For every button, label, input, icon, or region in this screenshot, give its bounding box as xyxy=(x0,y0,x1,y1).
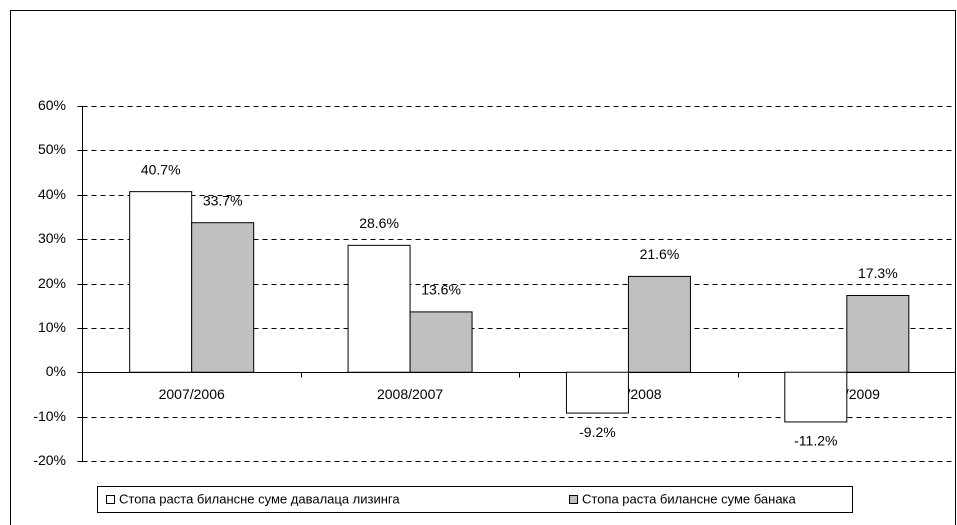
x-tick-label: 2007/2006 xyxy=(159,386,225,402)
legend-box xyxy=(97,486,853,513)
value-label: 17.3% xyxy=(858,265,898,281)
y-tick-label: -20% xyxy=(33,452,66,468)
bar xyxy=(565,371,629,414)
y-tick-label: 0% xyxy=(46,363,66,379)
legend-swatch xyxy=(569,495,578,504)
x-tick-label: 2008/2007 xyxy=(377,386,443,402)
y-tick-label: -10% xyxy=(33,408,66,424)
bar xyxy=(409,311,473,373)
value-label: 33.7% xyxy=(203,192,243,208)
value-label: 40.7% xyxy=(141,161,181,177)
legend-swatch xyxy=(106,495,115,504)
bar xyxy=(347,244,411,373)
bar xyxy=(846,294,910,373)
bar xyxy=(129,191,193,373)
value-label: 28.6% xyxy=(359,215,399,231)
bar xyxy=(191,222,255,373)
bar xyxy=(627,275,691,373)
y-tick-label: 20% xyxy=(38,275,66,291)
legend-label: Стопа раста билансне суме банака xyxy=(582,491,797,506)
y-tick-label: 10% xyxy=(38,319,66,335)
value-label: -11.2% xyxy=(794,433,837,449)
y-tick-label: 60% xyxy=(38,97,66,113)
y-tick-label: 40% xyxy=(38,186,66,202)
bar xyxy=(784,371,848,423)
value-label: -9.2% xyxy=(579,424,616,440)
value-label: 13.6% xyxy=(421,282,461,298)
y-tick-label: 30% xyxy=(38,230,66,246)
value-label: 21.6% xyxy=(640,246,680,262)
legend-label: Стопа раста билансне суме давалаца лизин… xyxy=(119,491,400,506)
y-tick-label: 50% xyxy=(38,141,66,157)
